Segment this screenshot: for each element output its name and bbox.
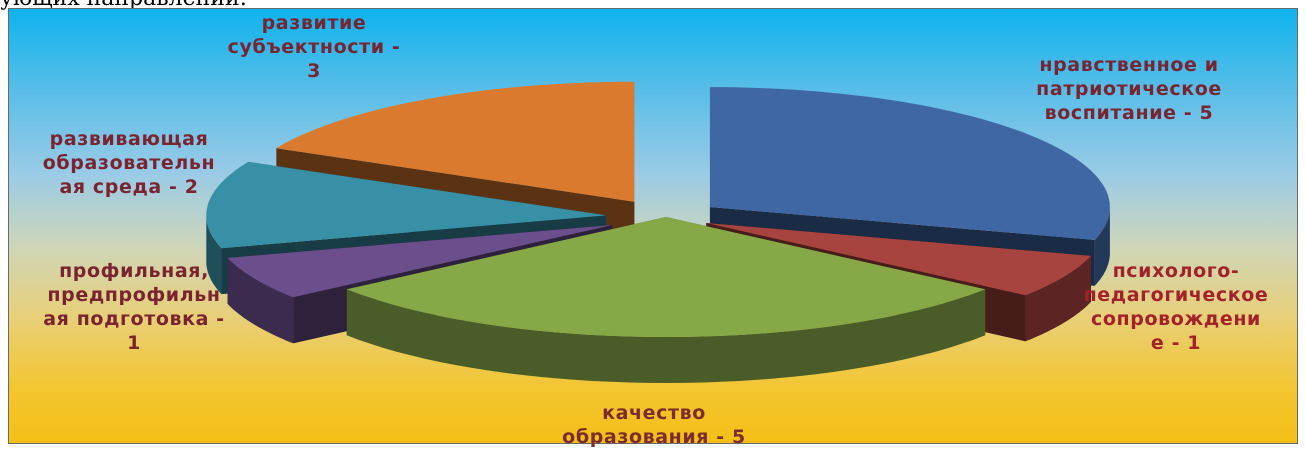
pie-slice-4 (206, 161, 607, 249)
pie-chart (206, 81, 1110, 383)
slice-rim-4 (206, 215, 222, 295)
slice-rim-3 (227, 257, 294, 344)
pie-slice-3 (227, 225, 613, 298)
slice-label-moral: нравственное и патриотическое воспитание… (1036, 54, 1222, 124)
chart-panel: нравственное и патриотическое воспитание… (8, 8, 1298, 448)
slice-label-subjectivity: развитие субъектности - 3 (227, 12, 401, 82)
pie-slice-0 (709, 87, 1110, 240)
slice-rim-2 (346, 289, 986, 383)
page-text-fragment: ующих направлений: (0, 0, 600, 10)
slice-rim-0 (1094, 207, 1110, 286)
slice-label-psych: психолого- педагогическое сопровождени е… (1083, 260, 1269, 354)
slice-label-profile: профильная, предпрофильн ая подготовка -… (43, 260, 225, 354)
slice-rim-1 (1025, 255, 1091, 342)
slice-label-quality: качество образования - 5 (562, 402, 746, 448)
pie-slice-2 (346, 217, 986, 337)
slice-tops (206, 81, 1110, 337)
pie-slice-5 (276, 81, 635, 202)
pie-slice-1 (706, 223, 1091, 296)
slice-label-environment: развивающая образовательн ая среда - 2 (42, 128, 216, 198)
